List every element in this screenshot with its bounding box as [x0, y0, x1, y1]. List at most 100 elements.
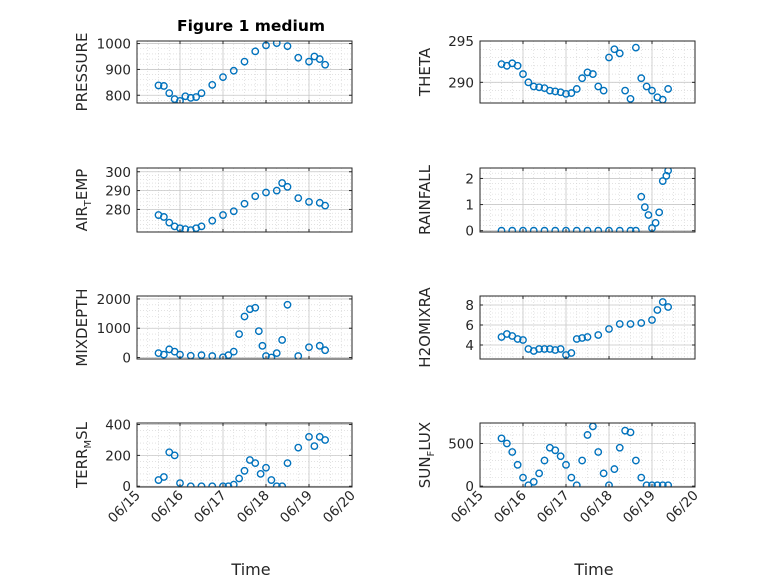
y-axis-label-part: H2OMIXRA — [416, 287, 434, 368]
x-tick-label: 06/19 — [620, 488, 659, 527]
subplot-5: 0 1000 2000 MIXDEPTH — [73, 288, 353, 367]
y-tick-label: 4 — [465, 338, 474, 354]
data-point — [651, 218, 660, 227]
data-point — [588, 70, 597, 78]
data-point — [235, 330, 244, 338]
data-point — [583, 226, 592, 232]
y-axis-label-part: TERR — [73, 449, 91, 490]
data-point — [497, 434, 506, 443]
data-point — [664, 85, 673, 93]
data-point — [278, 336, 287, 344]
data-point — [535, 345, 544, 353]
data-point — [262, 188, 270, 197]
data-point — [664, 168, 673, 175]
y-tick-label: 1 — [465, 198, 474, 214]
data-point — [272, 349, 281, 358]
data-point — [631, 226, 640, 232]
data-point — [610, 45, 619, 54]
data-point — [519, 70, 527, 78]
data-point — [294, 194, 303, 203]
data-point — [208, 81, 217, 89]
data-point — [508, 448, 517, 456]
data-point — [615, 320, 624, 328]
data-point — [321, 60, 330, 69]
data-point — [229, 347, 238, 356]
y-axis-label-subscript: M — [83, 440, 94, 449]
data-point — [294, 53, 303, 62]
data-point — [159, 473, 168, 481]
data-point — [658, 298, 667, 306]
data-point — [305, 432, 313, 441]
y-tick-label: 200 — [105, 448, 131, 464]
data-point — [640, 203, 649, 212]
y-tick-label: 2 — [465, 171, 474, 187]
axes-box — [479, 167, 696, 233]
data-point — [192, 93, 201, 101]
data-markers — [154, 300, 330, 359]
axes-box — [479, 40, 696, 104]
data-point — [545, 86, 554, 95]
y-axis-label: TERRMSL — [73, 421, 94, 489]
y-axis-label-part: PRESSURE — [73, 33, 91, 112]
data-point — [254, 327, 263, 336]
data-point — [267, 476, 276, 484]
data-point — [519, 473, 527, 482]
data-point — [181, 225, 190, 232]
data-point — [583, 333, 592, 341]
data-point — [529, 477, 538, 486]
data-point — [305, 57, 313, 66]
data-point — [540, 456, 549, 465]
data-point — [170, 451, 179, 460]
x-tick-label: 06/16 — [491, 488, 530, 527]
data-point — [556, 452, 565, 461]
y-tick-label: 8 — [465, 298, 474, 314]
data-point — [588, 423, 597, 431]
y-axis-label: AIRTEMP — [73, 169, 94, 232]
y-axis-label-part: MIXDEPTH — [73, 288, 91, 366]
data-point — [262, 463, 270, 472]
data-point — [208, 482, 217, 487]
figure-title: Figure 1 medium — [177, 17, 325, 35]
data-point — [159, 82, 168, 90]
data-point — [664, 481, 673, 487]
data-point — [197, 482, 206, 487]
data-point — [197, 351, 206, 359]
data-point — [594, 82, 603, 91]
major-grid — [136, 41, 353, 103]
data-point — [562, 226, 570, 232]
data-point — [605, 481, 613, 487]
data-point — [615, 443, 624, 452]
data-point — [637, 192, 646, 201]
x-axis-label-left: Time — [230, 560, 270, 579]
data-point — [605, 226, 613, 232]
data-point — [283, 42, 292, 51]
data-point — [272, 482, 281, 487]
y-axis-label-part: SL — [73, 421, 91, 440]
y-tick-label: 280 — [105, 202, 131, 218]
data-point — [648, 86, 656, 95]
data-point — [219, 482, 227, 487]
data-point — [251, 192, 260, 201]
y-axis-label: MIXDEPTH — [73, 288, 91, 366]
y-axis-label: THETA — [416, 47, 434, 97]
data-point — [154, 349, 163, 358]
data-point — [219, 211, 227, 219]
data-point — [599, 469, 608, 478]
data-point — [594, 226, 603, 232]
data-point — [229, 207, 238, 216]
y-tick-label: 1000 — [97, 321, 131, 337]
x-tick-label: 06/20 — [320, 488, 359, 527]
data-point — [567, 89, 576, 97]
data-point — [562, 460, 570, 469]
data-point — [229, 66, 238, 75]
data-point — [594, 331, 603, 339]
data-point — [229, 480, 238, 487]
data-markers — [497, 43, 673, 103]
data-point — [294, 352, 303, 359]
y-axis-label-part: AIR — [73, 206, 91, 231]
data-point — [186, 93, 195, 102]
data-point — [256, 469, 265, 478]
data-point — [551, 346, 560, 354]
